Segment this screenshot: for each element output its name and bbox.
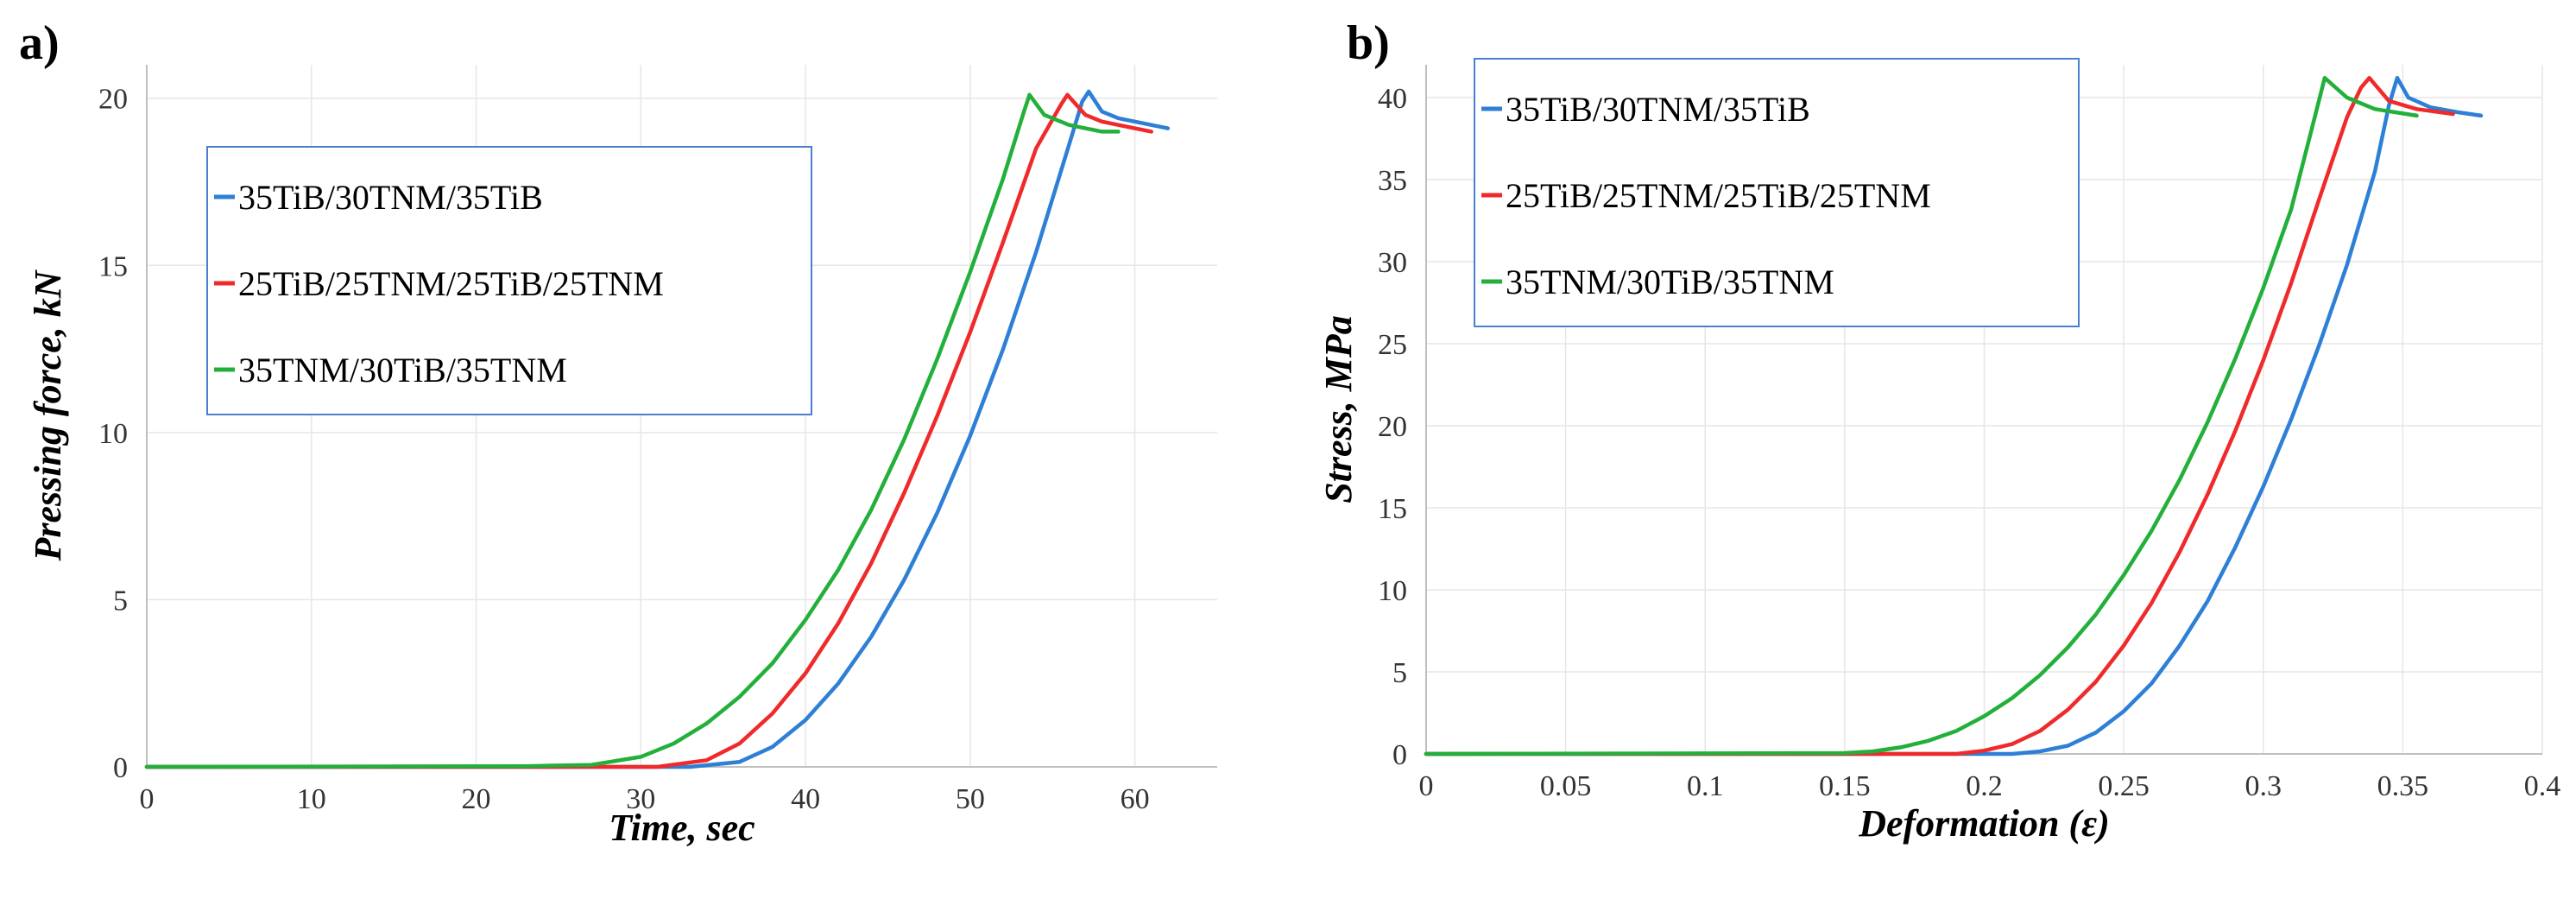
y-tick-label: 30 (1378, 247, 1407, 279)
y-tick-label: 0 (1392, 739, 1407, 771)
y-tick-label: 40 (1378, 83, 1407, 115)
y-tick-label: 5 (113, 585, 128, 617)
x-tick-label: 20 (462, 783, 491, 815)
x-tick-label: 10 (297, 783, 326, 815)
y-tick-label: 10 (1378, 575, 1407, 607)
y-tick-label: 25 (1378, 329, 1407, 361)
y-tick-label: 15 (1378, 493, 1407, 525)
series-line-1 (1424, 75, 2484, 757)
legend-box (1474, 58, 2080, 327)
y-tick-label: 5 (1392, 657, 1407, 689)
x-tick-label: 30 (626, 783, 655, 815)
x-tick-label: 0.4 (2524, 770, 2561, 802)
panel-label: a) (19, 16, 60, 70)
x-tick-label: 0.2 (1966, 770, 2003, 802)
legend-entry: 25TiB/25TNM/25TiB/25TNM (1506, 176, 1931, 215)
y-axis-title: Pressing force, kN (27, 269, 69, 561)
x-tick-label: 0.15 (1819, 770, 1871, 802)
series-line-2 (144, 92, 1153, 769)
x-tick-label: 40 (791, 783, 820, 815)
y-tick-label: 15 (98, 250, 128, 282)
x-tick-label: 0 (1419, 770, 1434, 802)
x-tick-label: 0.05 (1540, 770, 1592, 802)
legend-entry: 35TNM/30TiB/35TNM (238, 351, 567, 389)
y-axis-title: Stress, MPa (1317, 315, 1360, 503)
x-axis-title: Deformation (ε) (1858, 802, 2110, 845)
x-tick-label: 0.25 (2098, 770, 2150, 802)
series-line-1 (144, 89, 1171, 769)
x-tick-label: 60 (1121, 783, 1150, 815)
series-line-3 (144, 92, 1121, 769)
x-tick-label: 50 (956, 783, 985, 815)
y-tick-label: 35 (1378, 165, 1407, 197)
legend-entry: 35TiB/30TNM/35TiB (238, 178, 543, 217)
y-tick-label: 0 (113, 752, 128, 784)
y-tick-label: 20 (98, 84, 128, 116)
y-tick-label: 20 (1378, 411, 1407, 443)
legend-entry: 25TiB/25TNM/25TiB/25TNM (238, 264, 664, 303)
x-tick-label: 0.1 (1687, 770, 1724, 802)
x-tick-label: 0.3 (2245, 770, 2282, 802)
series-line-3 (1424, 75, 2419, 757)
x-axis-title: Time, sec (609, 807, 754, 849)
legend-entry: 35TiB/30TNM/35TiB (1506, 90, 1810, 129)
series-line-2 (1424, 75, 2455, 757)
x-tick-label: 0 (140, 783, 155, 815)
chart-panel-b: b) 0 0.05 0.1 0.15 0.2 0.25 0.3 0.35 0.4 0 5 10 15 20 2… (1317, 16, 2560, 845)
legend-entry: 35TNM/30TiB/35TNM (1506, 263, 1834, 301)
chart-panel-a: a) 0 10 20 30 40 50 60 0 5 10 15 20 Time, sec Pressing… (19, 16, 1217, 849)
x-tick-label: 0.35 (2377, 770, 2429, 802)
y-tick-label: 10 (98, 418, 128, 450)
panel-label: b) (1347, 16, 1390, 70)
legend-box (206, 146, 812, 415)
